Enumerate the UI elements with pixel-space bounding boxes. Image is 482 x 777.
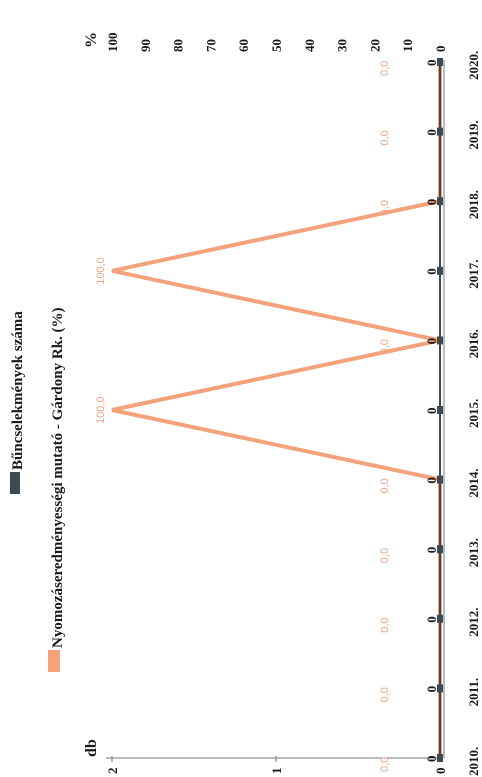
data-point-buncselekmeny xyxy=(437,545,443,554)
data-point-buncselekmeny xyxy=(437,684,443,693)
right-axis-tick-label: 90 xyxy=(138,39,153,52)
right-axis-unit: % xyxy=(83,32,100,48)
category-label: 2017. xyxy=(466,260,481,289)
data-label-nyomozas: 0,0 xyxy=(379,478,391,493)
data-point-buncselekmeny xyxy=(437,475,443,484)
category-label: 2015. xyxy=(466,399,481,428)
data-label-nyomozas: 0,0 xyxy=(379,130,391,145)
right-axis-ticks: 0 10 20 30 40 50 60 70 80 90 100 xyxy=(105,33,448,53)
right-axis-tick-label: 60 xyxy=(236,39,251,52)
data-label-nyomozas: 0,0 xyxy=(379,200,391,215)
category-label: 2011. xyxy=(466,678,481,707)
category-label: 2013. xyxy=(466,538,481,567)
data-label-buncselekmeny: 0 xyxy=(424,756,439,763)
left-axis-tick-label: 2 xyxy=(105,768,120,775)
left-axis-ticks: 0 1 2 xyxy=(105,756,448,774)
legend-label-bunc: Bűncselekmények száma xyxy=(10,311,26,470)
data-label-nyomozas: 0,0 xyxy=(379,618,391,633)
data-labels-buncselekmeny: 0 0 0 0 0 0 0 0 0 0 0 xyxy=(424,58,443,762)
right-axis-tick-label: 0 xyxy=(433,46,448,53)
left-axis-tick-label: 1 xyxy=(269,768,284,775)
category-label: 2020. xyxy=(466,51,481,80)
data-point-buncselekmeny xyxy=(437,614,443,623)
data-label-nyomozas: 0,0 xyxy=(379,548,391,563)
data-label-buncselekmeny: 0 xyxy=(424,199,439,206)
data-point-buncselekmeny xyxy=(437,197,443,206)
data-label-nyomozas: 0,0 xyxy=(379,757,391,772)
category-label: 2014. xyxy=(466,468,481,497)
data-label-nyomozas: 100,0 xyxy=(95,396,107,424)
right-axis-tick-label: 20 xyxy=(367,39,382,52)
legend-swatch-nyom xyxy=(48,650,60,672)
data-label-buncselekmeny: 0 xyxy=(424,686,439,693)
data-label-nyomozas: 0,0 xyxy=(379,687,391,702)
right-axis-tick-label: 100 xyxy=(105,33,120,53)
data-point-buncselekmeny xyxy=(437,754,443,762)
legend-label-nyom: Nyomozáseredményességi mutató - Gárdony … xyxy=(50,307,66,648)
category-label: 2016. xyxy=(466,329,481,358)
data-point-buncselekmeny xyxy=(437,266,443,275)
right-axis-tick-label: 40 xyxy=(302,39,317,52)
right-axis-tick-label: 30 xyxy=(335,39,350,52)
data-point-buncselekmeny xyxy=(437,58,443,66)
right-axis-tick-label: 80 xyxy=(171,39,186,52)
category-label: 2018. xyxy=(466,190,481,219)
category-label: 2012. xyxy=(466,608,481,637)
data-label-buncselekmeny: 0 xyxy=(424,338,439,345)
data-label-buncselekmeny: 0 xyxy=(424,129,439,136)
data-label-buncselekmeny: 0 xyxy=(424,477,439,484)
legend-swatch-bunc xyxy=(10,472,20,494)
left-axis-tick-label: 0 xyxy=(433,768,448,775)
data-label-buncselekmeny: 0 xyxy=(424,60,439,67)
right-axis-tick-label: 50 xyxy=(269,39,284,52)
data-label-nyomozas: 0,0 xyxy=(379,339,391,354)
category-label: 2010. xyxy=(466,747,481,776)
category-axis-labels: 2010. 2011. 2012. 2013. 2014. 2015. 2016. 2017.… xyxy=(466,51,481,776)
data-point-buncselekmeny xyxy=(437,127,443,136)
category-label: 2019. xyxy=(466,120,481,149)
data-label-nyomozas: 0,0 xyxy=(379,61,391,76)
right-axis-tick-label: 10 xyxy=(400,39,415,52)
series-line-nyomozas xyxy=(111,62,442,758)
data-labels-nyomozas: 0,0 0,0 0,0 0,0 0,0 100,0 0,0 100,0 0,0 0,0 0,0 xyxy=(95,61,391,772)
right-axis-tick-label: 70 xyxy=(203,39,218,52)
data-point-buncselekmeny xyxy=(437,406,443,414)
data-label-buncselekmeny: 0 xyxy=(424,268,439,275)
legend: Bűncselekmények száma Nyomozáseredményes… xyxy=(10,307,66,672)
data-label-buncselekmeny: 0 xyxy=(424,408,439,415)
data-label-buncselekmeny: 0 xyxy=(424,547,439,554)
left-axis-unit: db xyxy=(83,739,100,757)
data-label-nyomozas: 100,0 xyxy=(95,257,107,285)
data-point-buncselekmeny xyxy=(437,336,443,345)
data-label-buncselekmeny: 0 xyxy=(424,616,439,623)
